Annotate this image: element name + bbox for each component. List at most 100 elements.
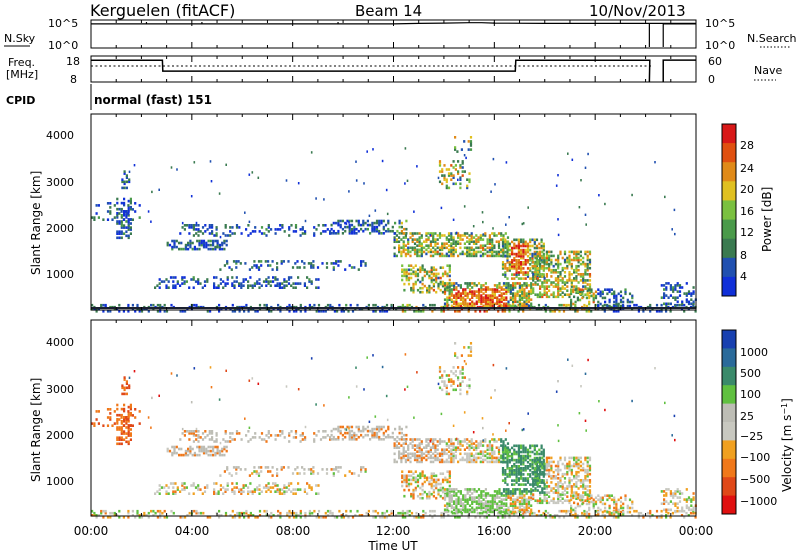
- power-cell: [472, 252, 476, 256]
- velocity-cell: [550, 487, 553, 490]
- power-cell: [502, 296, 506, 299]
- power-cell: [503, 310, 507, 313]
- power-cell: [437, 272, 440, 276]
- power-cell: [375, 227, 379, 231]
- velocity-cell: [432, 446, 435, 449]
- power-cell: [543, 277, 546, 280]
- velocity-cell: [559, 481, 562, 484]
- velocity-cell: [540, 465, 543, 468]
- velocity-cell: [458, 516, 461, 519]
- power-cell: [235, 280, 238, 283]
- power-cell: [539, 252, 542, 256]
- power-cell: [391, 229, 394, 233]
- power-cell: [425, 240, 428, 243]
- power-cell: [267, 280, 270, 283]
- power-cbar-tick-16: 16: [740, 205, 754, 218]
- velocity-cell: [353, 435, 356, 439]
- power-cell: [441, 272, 445, 276]
- velocity-cell: [353, 431, 356, 435]
- power-cell: [179, 310, 182, 313]
- power-cell: [127, 236, 130, 240]
- power-cell: [568, 279, 571, 282]
- power-cell: [523, 304, 526, 308]
- power-cell: [515, 238, 518, 242]
- velocity-cell: [470, 444, 473, 447]
- velocity-cell: [429, 509, 432, 513]
- power-cell: [450, 292, 453, 295]
- power-cell: [192, 228, 195, 231]
- power-cell: [243, 310, 246, 313]
- velocity-cell: [563, 481, 567, 484]
- power-cell: [545, 279, 548, 282]
- power-cell: [466, 232, 469, 235]
- velocity-cell: [529, 483, 532, 486]
- power-cell: [601, 292, 604, 296]
- power-cell: [216, 243, 219, 247]
- velocity-cell: [165, 516, 169, 519]
- velocity-cell: [390, 509, 393, 513]
- power-cell: [398, 236, 401, 239]
- velocity-cell: [202, 511, 205, 515]
- power-cell: [199, 230, 202, 233]
- velocity-cell: [477, 502, 481, 505]
- power-cell: [120, 232, 123, 235]
- velocity-cell: [497, 460, 501, 464]
- power-cell: [217, 286, 220, 289]
- velocity-cell: [501, 473, 505, 476]
- power-cell: [254, 226, 257, 229]
- power-cell: [97, 216, 100, 219]
- power-cell: [412, 284, 415, 288]
- velocity-cell: [491, 498, 494, 501]
- power-cell: [437, 284, 440, 288]
- velocity-cell: [466, 492, 469, 495]
- velocity-cell: [466, 508, 469, 512]
- velocity-cell: [232, 466, 236, 469]
- velocity-cell: [127, 413, 130, 417]
- velocity-cell: [548, 468, 551, 472]
- power-cell: [258, 308, 262, 311]
- power-cell: [263, 303, 266, 307]
- velocity-cell: [125, 418, 128, 421]
- power-cell: [378, 229, 381, 233]
- power-cell: [548, 266, 551, 270]
- power-cell: [453, 288, 456, 291]
- velocity-cell: [387, 435, 390, 439]
- power-cell: [619, 304, 623, 308]
- velocity-cell: [527, 496, 531, 499]
- power-cell: [338, 303, 341, 307]
- velocity-cell: [448, 498, 451, 501]
- power-cell: [554, 277, 557, 280]
- power-cell: [523, 290, 526, 293]
- power-cell: [631, 294, 634, 298]
- power-cell: [281, 286, 284, 289]
- power-cell: [539, 256, 542, 260]
- power-cell: [413, 210, 415, 213]
- power-cell: [517, 252, 520, 256]
- power-cell: [361, 308, 364, 311]
- power-cell: [568, 275, 571, 278]
- power-cell: [448, 288, 451, 292]
- power-cell: [158, 278, 161, 281]
- velocity-cell: [566, 462, 569, 466]
- power-cell: [350, 229, 354, 233]
- velocity-cell: [491, 444, 494, 447]
- power-cell: [501, 265, 505, 268]
- power-cell: [434, 250, 437, 254]
- velocity-cell: [545, 460, 548, 464]
- velocity-cell: [205, 451, 208, 455]
- power-cell: [240, 286, 243, 289]
- power-cell: [502, 284, 506, 287]
- power-cell: [479, 238, 482, 241]
- velocity-cell: [512, 498, 515, 501]
- power-cell: [576, 298, 579, 302]
- power-cell: [453, 282, 456, 285]
- power-cell: [393, 240, 396, 243]
- power-cell: [487, 288, 490, 291]
- velocity-cell: [120, 428, 123, 431]
- velocity-cell: [350, 438, 354, 441]
- power-cell: [123, 186, 126, 190]
- velocity-cell: [517, 450, 520, 454]
- power-cell: [215, 234, 218, 237]
- velocity-cell: [425, 450, 428, 453]
- power-cell: [372, 148, 374, 151]
